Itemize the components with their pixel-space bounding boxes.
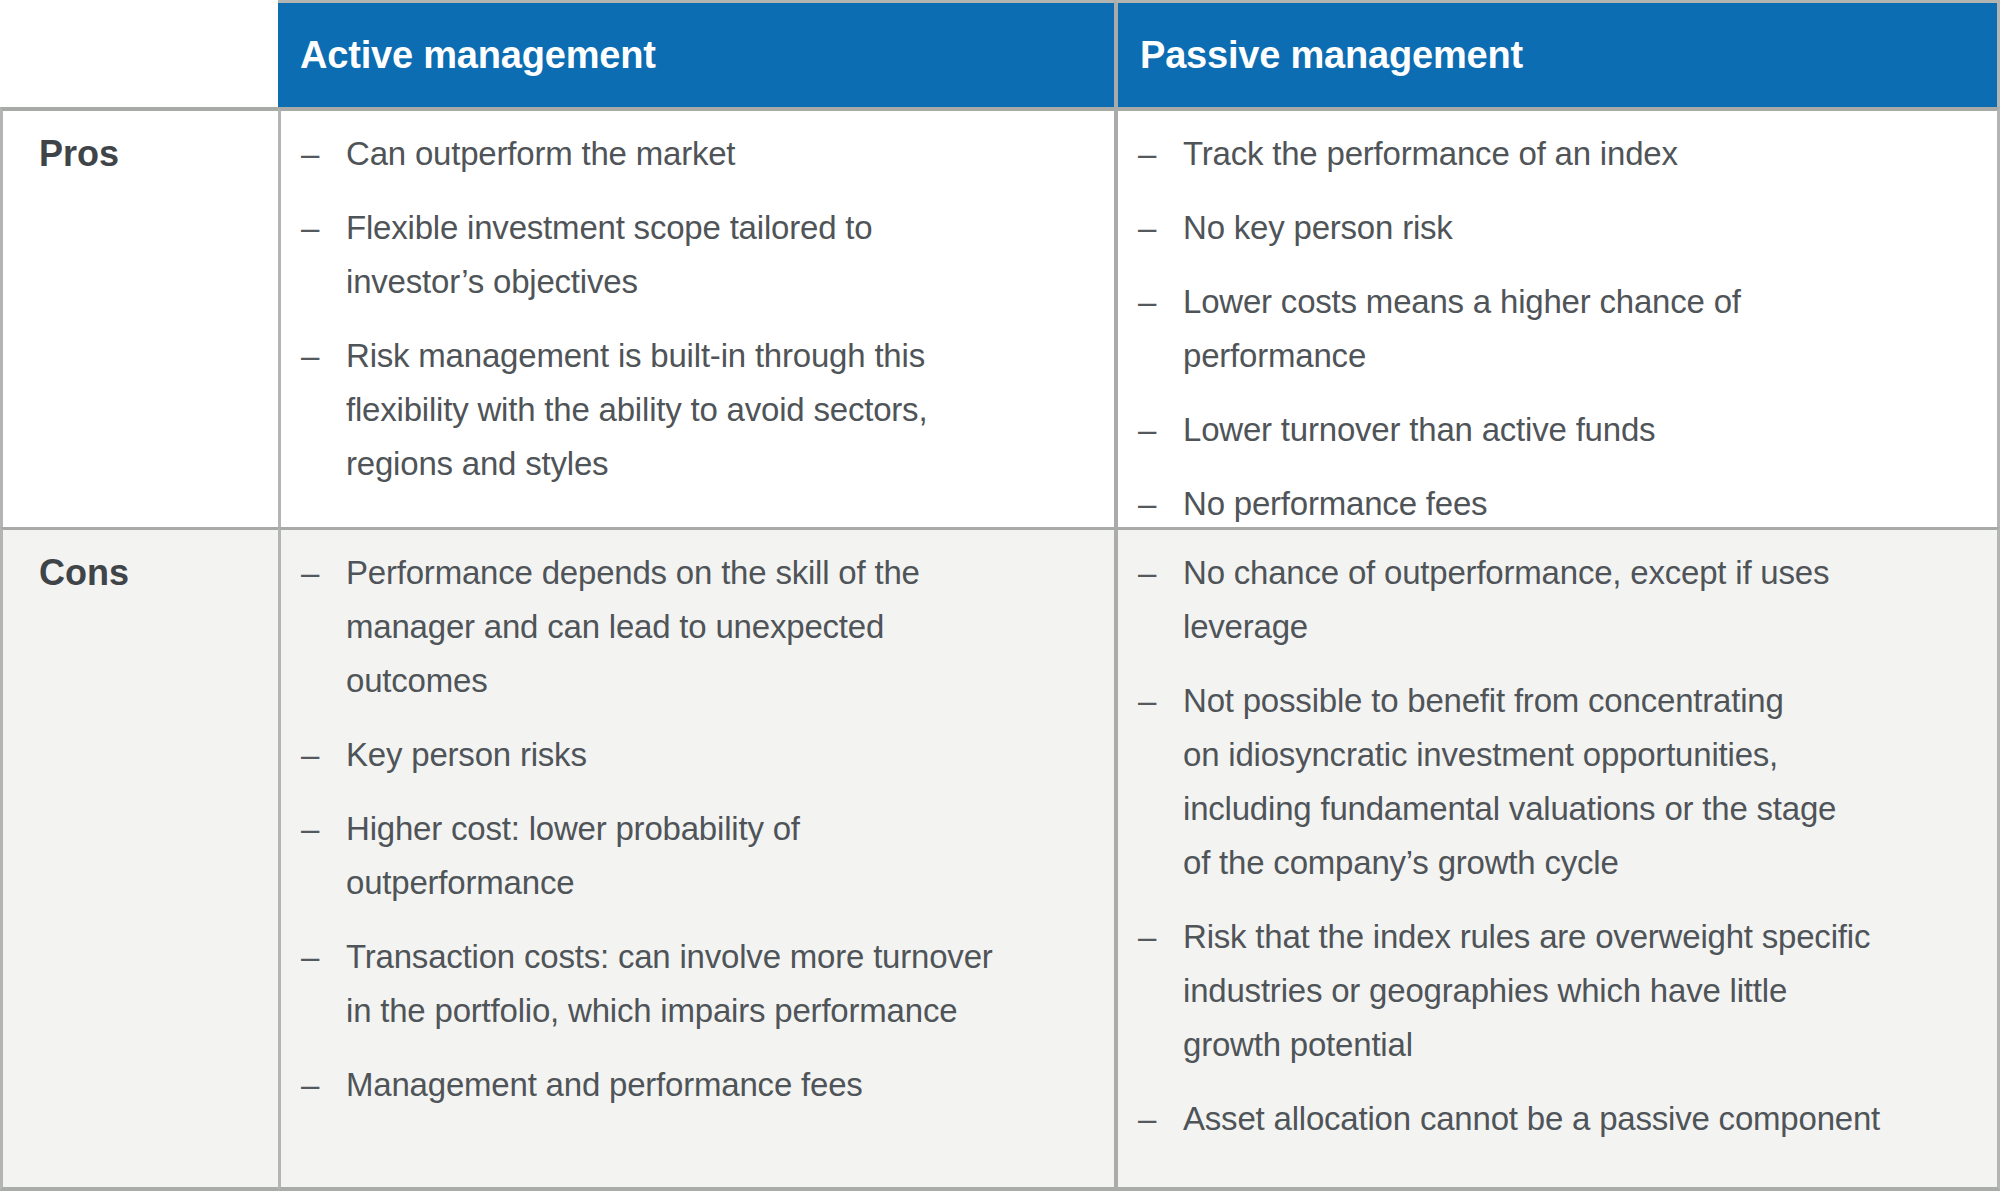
bullet-text: No chance of outperformance, except if u… xyxy=(1183,546,1991,654)
bullet-text: No key person risk xyxy=(1183,201,1991,255)
bullet-dash-icon: – xyxy=(1138,1092,1183,1146)
cons-passive-list: –No chance of outperformance, except if … xyxy=(1138,546,1991,1146)
bullet-item: –Can outperform the market xyxy=(301,127,1108,181)
bullet-dash-icon: – xyxy=(301,930,346,1038)
bullet-text: No performance fees xyxy=(1183,477,1991,527)
column-header-active-label: Active management xyxy=(300,34,656,77)
bullet-text: Track the performance of an index xyxy=(1183,127,1991,181)
bullet-item: –Not possible to benefit from concentrat… xyxy=(1138,674,1991,890)
bullet-item: –Asset allocation cannot be a passive co… xyxy=(1138,1092,1991,1146)
bullet-item: –Transaction costs: can involve more tur… xyxy=(301,930,1108,1038)
row-label-cons-text: Cons xyxy=(39,552,129,593)
bullet-item: –Risk that the index rules are overweigh… xyxy=(1138,910,1991,1072)
comparison-table: Active management Passive management Pro… xyxy=(0,0,2000,1191)
corner-cell xyxy=(0,0,278,107)
bullet-text: Risk management is built-in through this… xyxy=(346,329,1108,491)
bullet-item: –Key person risks xyxy=(301,728,1108,782)
bullet-item: –Lower turnover than active funds xyxy=(1138,403,1991,457)
row-label-cons: Cons xyxy=(0,527,278,1191)
row-label-pros: Pros xyxy=(0,107,278,527)
bullet-text: Can outperform the market xyxy=(346,127,1108,181)
bullet-item: –Lower costs means a higher chance of pe… xyxy=(1138,275,1991,383)
row-label-pros-text: Pros xyxy=(39,133,119,174)
bullet-dash-icon: – xyxy=(301,802,346,910)
bullet-text: Performance depends on the skill of the … xyxy=(346,546,1108,708)
bullet-text: Lower turnover than active funds xyxy=(1183,403,1991,457)
bullet-item: –Higher cost: lower probability of outpe… xyxy=(301,802,1108,910)
bullet-text: Risk that the index rules are overweight… xyxy=(1183,910,1991,1072)
bullet-item: –Track the performance of an index xyxy=(1138,127,1991,181)
bullet-dash-icon: – xyxy=(301,1058,346,1112)
bullet-dash-icon: – xyxy=(301,728,346,782)
bullet-item: –Management and performance fees xyxy=(301,1058,1108,1112)
bullet-text: Higher cost: lower probability of outper… xyxy=(346,802,1108,910)
bullet-dash-icon: – xyxy=(301,201,346,309)
bullet-dash-icon: – xyxy=(1138,477,1183,527)
cell-pros-passive: –Track the performance of an index–No ke… xyxy=(1114,107,2000,527)
column-header-passive: Passive management xyxy=(1114,0,2000,107)
column-header-passive-label: Passive management xyxy=(1140,34,1523,77)
bullet-item: –No key person risk xyxy=(1138,201,1991,255)
bullet-text: Key person risks xyxy=(346,728,1108,782)
bullet-dash-icon: – xyxy=(301,329,346,491)
bullet-dash-icon: – xyxy=(1138,127,1183,181)
column-header-active: Active management xyxy=(278,0,1114,107)
cons-active-list: –Performance depends on the skill of the… xyxy=(301,546,1108,1112)
bullet-dash-icon: – xyxy=(1138,403,1183,457)
bullet-text: Transaction costs: can involve more turn… xyxy=(346,930,1108,1038)
bullet-dash-icon: – xyxy=(301,127,346,181)
bullet-dash-icon: – xyxy=(1138,546,1183,654)
pros-active-list: –Can outperform the market–Flexible inve… xyxy=(301,127,1108,491)
bullet-dash-icon: – xyxy=(301,546,346,708)
bullet-item: –No performance fees xyxy=(1138,477,1991,527)
bullet-item: –Risk management is built-in through thi… xyxy=(301,329,1108,491)
bullet-item: –Performance depends on the skill of the… xyxy=(301,546,1108,708)
bullet-text: Lower costs means a higher chance of per… xyxy=(1183,275,1991,383)
cell-cons-passive: –No chance of outperformance, except if … xyxy=(1114,527,2000,1191)
bullet-dash-icon: – xyxy=(1138,201,1183,255)
bullet-text: Management and performance fees xyxy=(346,1058,1108,1112)
bullet-dash-icon: – xyxy=(1138,275,1183,383)
bullet-dash-icon: – xyxy=(1138,674,1183,890)
bullet-dash-icon: – xyxy=(1138,910,1183,1072)
pros-passive-list: –Track the performance of an index–No ke… xyxy=(1138,127,1991,527)
cell-cons-active: –Performance depends on the skill of the… xyxy=(278,527,1114,1191)
bullet-item: –Flexible investment scope tailored to i… xyxy=(301,201,1108,309)
bullet-text: Flexible investment scope tailored to in… xyxy=(346,201,1108,309)
cell-pros-active: –Can outperform the market–Flexible inve… xyxy=(278,107,1114,527)
bullet-item: –No chance of outperformance, except if … xyxy=(1138,546,1991,654)
bullet-text: Not possible to benefit from concentrati… xyxy=(1183,674,1991,890)
bullet-text: Asset allocation cannot be a passive com… xyxy=(1183,1092,1991,1146)
